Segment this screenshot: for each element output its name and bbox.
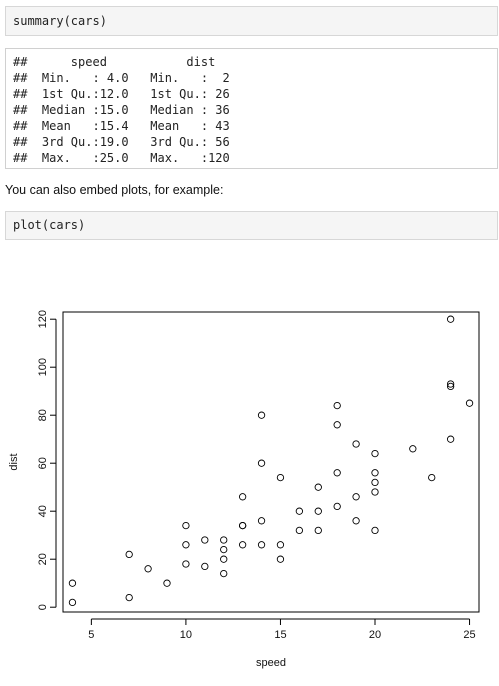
y-axis-label: dist xyxy=(8,453,20,470)
scatter-plot: 5 10 15 20 25 0 20 40 60 80 100 120 speed dist xyxy=(8,310,480,669)
y-tick-label: 0 xyxy=(37,604,49,610)
x-axis-label: speed xyxy=(256,657,286,669)
data-point xyxy=(371,488,379,496)
output-line: ## 1st Qu.:12.0 1st Qu.: 26 xyxy=(13,87,245,101)
code-line: plot(cars) xyxy=(13,218,86,232)
x-tick-label: 25 xyxy=(463,629,475,641)
data-point xyxy=(220,555,228,563)
data-point xyxy=(314,507,322,515)
data-point xyxy=(465,399,474,407)
data-point xyxy=(276,555,285,563)
y-axis: 0 20 40 60 80 100 120 xyxy=(37,310,57,610)
data-point xyxy=(371,526,379,535)
y-tick-label: 120 xyxy=(37,310,49,328)
prose-paragraph: You can also embed plots, for example: xyxy=(5,183,224,197)
data-point xyxy=(220,545,228,554)
data-point xyxy=(295,526,304,535)
data-point xyxy=(295,507,304,515)
data-point xyxy=(314,526,322,535)
x-tick-label: 5 xyxy=(88,629,94,641)
data-point xyxy=(446,380,455,388)
data-point xyxy=(352,440,360,448)
output-line: ## 3rd Qu.:19.0 3rd Qu.: 56 xyxy=(13,135,245,149)
x-tick-label: 15 xyxy=(274,629,286,641)
data-points xyxy=(68,315,474,607)
data-point xyxy=(314,483,322,491)
code-cell-summary: summary(cars) xyxy=(5,6,498,36)
data-point xyxy=(446,382,455,391)
data-point xyxy=(333,469,341,477)
data-point xyxy=(257,541,266,549)
data-point xyxy=(352,493,360,501)
output-line: ## Max. :25.0 Max. :120 xyxy=(13,151,245,165)
data-point xyxy=(371,449,379,458)
output-line: ## Min. : 4.0 Min. : 2 xyxy=(13,71,245,85)
data-point xyxy=(446,435,455,443)
data-point xyxy=(125,593,133,602)
data-point xyxy=(182,560,190,568)
data-point xyxy=(428,473,436,482)
data-point xyxy=(333,401,341,410)
y-tick-label: 20 xyxy=(37,553,49,565)
y-tick-label: 40 xyxy=(37,505,49,517)
data-point xyxy=(257,459,266,467)
data-point xyxy=(333,421,341,429)
data-point xyxy=(333,502,341,511)
data-point xyxy=(68,598,77,607)
data-point xyxy=(257,411,266,419)
data-point xyxy=(182,541,190,549)
data-point xyxy=(257,517,266,525)
console-output: ## speed dist ## Min. : 4.0 Min. : 2 ## … xyxy=(5,48,498,169)
y-tick-label: 100 xyxy=(37,358,49,376)
data-point xyxy=(352,517,360,525)
x-tick-label: 20 xyxy=(369,629,381,641)
code-cell-plot: plot(cars) xyxy=(5,211,498,240)
data-point xyxy=(201,562,209,571)
output-line: ## speed dist xyxy=(13,55,266,69)
data-point xyxy=(182,521,190,530)
data-point xyxy=(220,536,228,544)
x-axis: 5 10 15 20 25 xyxy=(88,618,476,641)
data-point xyxy=(409,445,417,453)
output-line: ## Mean :15.4 Mean : 43 xyxy=(13,119,245,133)
data-point xyxy=(446,315,455,323)
data-point xyxy=(238,493,247,501)
data-point xyxy=(220,569,228,578)
data-point xyxy=(144,565,152,573)
data-point xyxy=(371,478,379,487)
code-line: summary(cars) xyxy=(13,14,107,28)
y-tick-label: 80 xyxy=(37,409,49,421)
data-point xyxy=(68,579,77,587)
data-point xyxy=(276,541,285,549)
data-point xyxy=(238,521,247,530)
x-tick-label: 10 xyxy=(180,629,192,641)
data-point xyxy=(201,536,209,544)
data-point xyxy=(238,541,247,549)
output-line: ## Median :15.0 Median : 36 xyxy=(13,103,245,117)
data-point xyxy=(163,579,171,587)
data-point xyxy=(371,469,379,477)
y-tick-label: 60 xyxy=(37,457,49,469)
data-point xyxy=(276,473,285,482)
data-point xyxy=(125,550,133,559)
plot-frame xyxy=(62,311,480,613)
